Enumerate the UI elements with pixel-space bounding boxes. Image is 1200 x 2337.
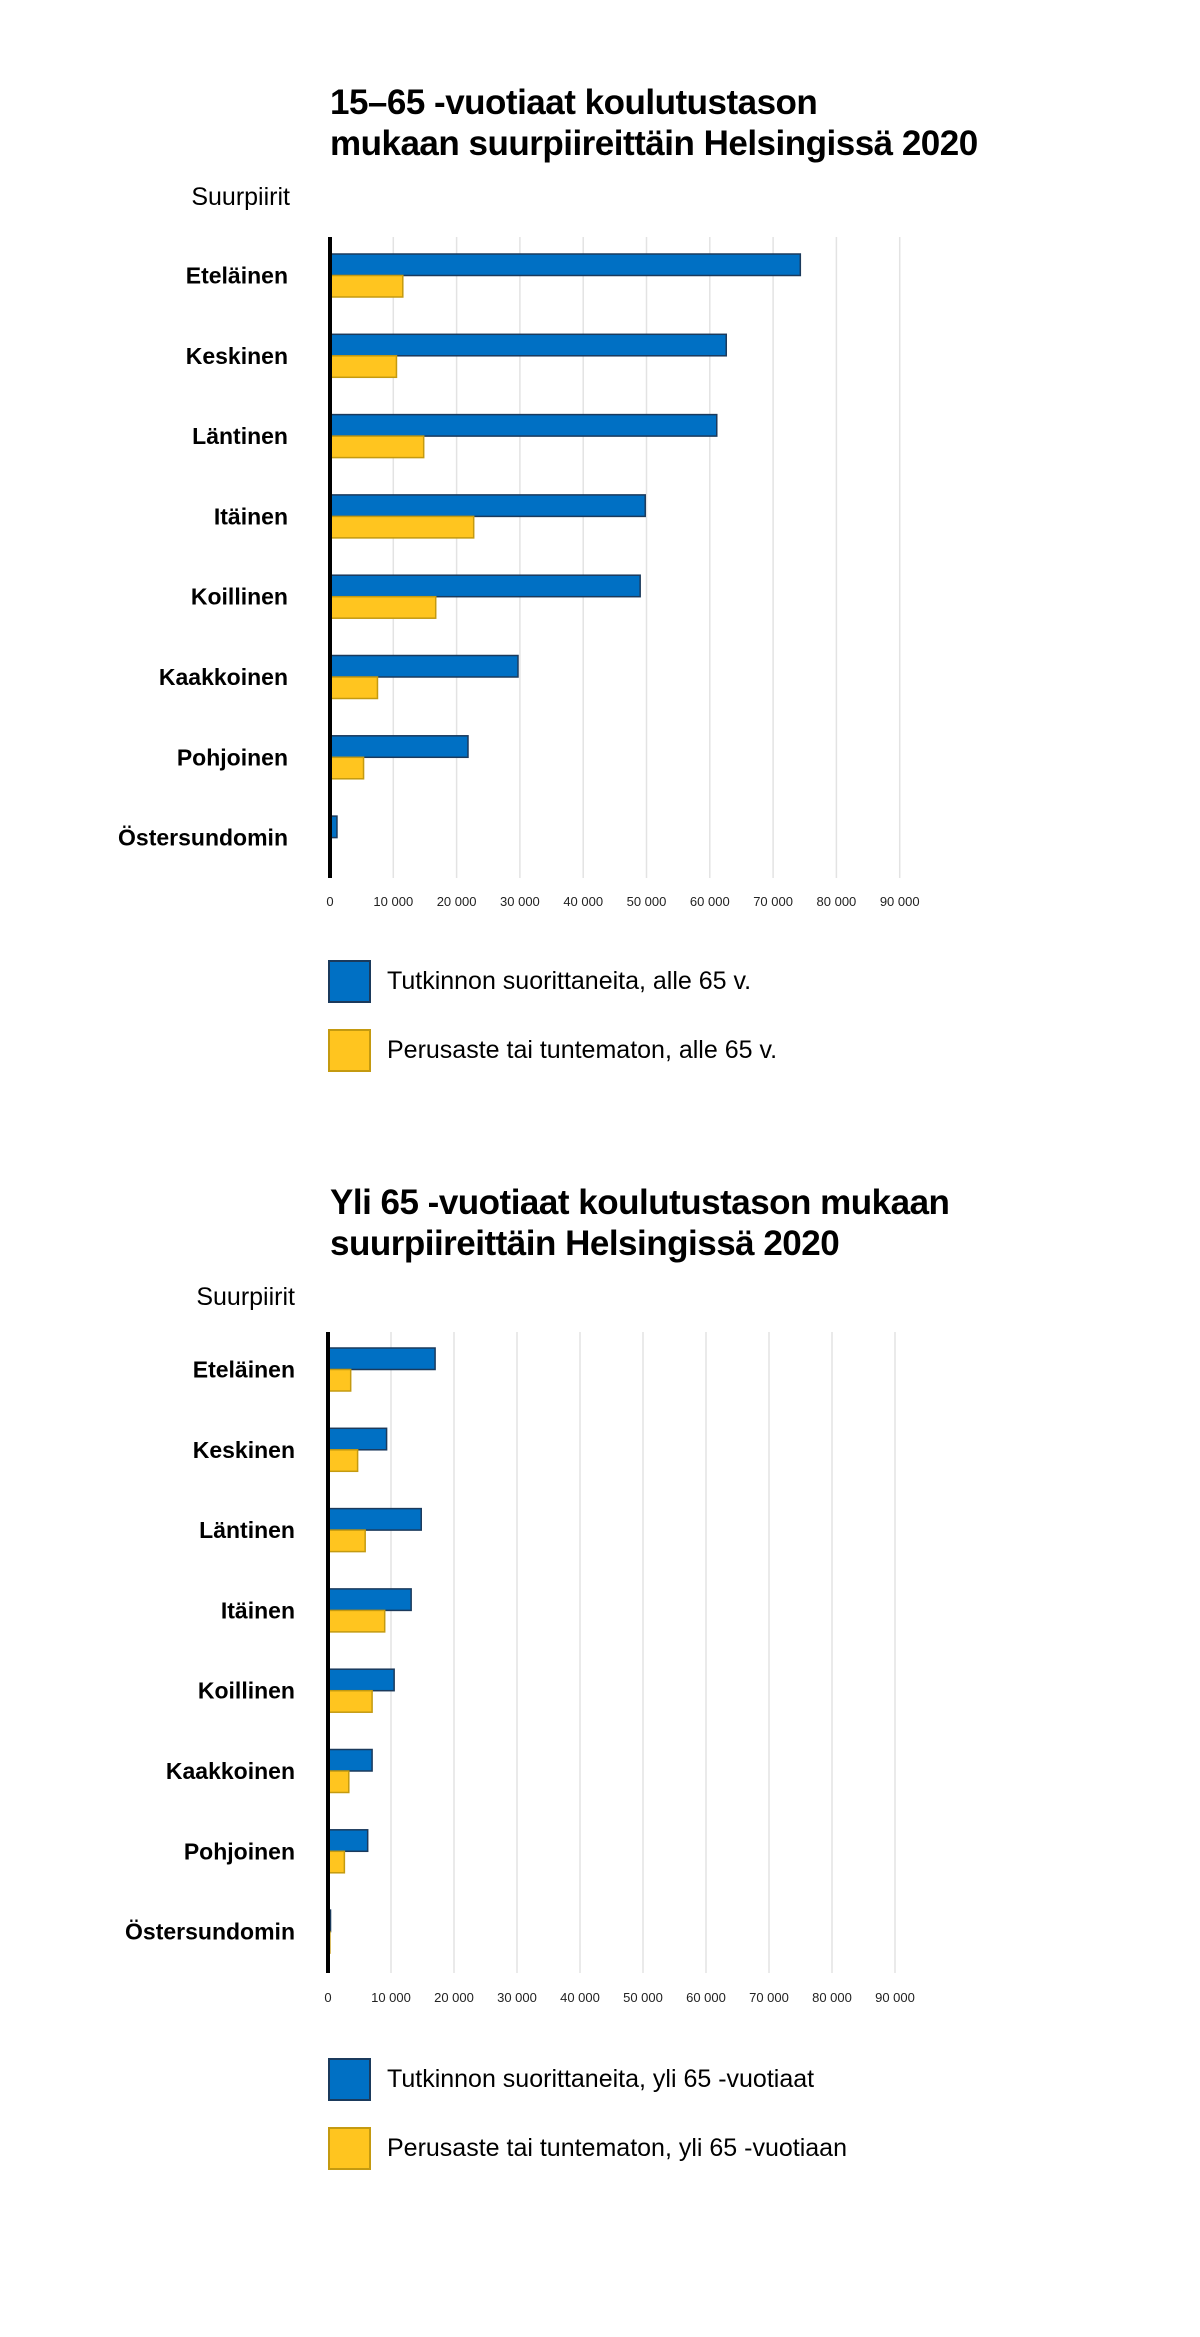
bar-degree	[327, 1668, 395, 1692]
x-tick-label: 40 000	[560, 1990, 600, 2005]
category-label: Koillinen	[198, 1678, 295, 1704]
x-tick-label: 10 000	[371, 1990, 411, 2005]
bar-degree	[327, 1748, 373, 1772]
chart-under-65: 15–65 -vuotiaat koulutustason mukaan suu…	[0, 0, 1200, 1120]
category-label: Itäinen	[214, 503, 288, 529]
bar-basic	[327, 1609, 386, 1633]
x-tick-label: 20 000	[434, 1990, 474, 2005]
bar-basic	[327, 1529, 366, 1553]
legend: Tutkinnon suorittaneita, yli 65 -vuotiaa…	[328, 2057, 847, 2196]
bar-degree	[327, 1588, 412, 1612]
legend-item-degree: Tutkinnon suorittaneita, alle 65 v.	[328, 959, 777, 1003]
bar-basic	[327, 1368, 352, 1392]
category-label: Östersundomin	[118, 825, 288, 851]
x-tick-label: 10 000	[373, 894, 413, 909]
bar-basic	[327, 1770, 350, 1794]
legend-item-basic: Perusaste tai tuntematon, yli 65 -vuotia…	[328, 2126, 847, 2170]
x-tick-label: 0	[324, 1990, 331, 2005]
x-tick-label: 90 000	[880, 894, 920, 909]
x-tick-label: 50 000	[627, 894, 667, 909]
legend-swatch-yellow	[328, 1028, 371, 1072]
category-label: Pohjoinen	[177, 744, 288, 770]
bar-basic	[327, 1850, 346, 1874]
x-tick-label: 70 000	[749, 1990, 789, 2005]
x-tick-label: 60 000	[690, 894, 730, 909]
bar-degree	[327, 1347, 436, 1371]
x-tick-label: 0	[326, 894, 333, 909]
x-tick-label: 50 000	[623, 1990, 663, 2005]
x-tick-label: 90 000	[875, 1990, 915, 2005]
x-tick-label: 40 000	[563, 894, 603, 909]
x-tick-label: 70 000	[753, 894, 793, 909]
y-axis-title: Suurpiirit	[191, 183, 290, 211]
bar-degree	[327, 1427, 388, 1451]
x-tick-label: 60 000	[686, 1990, 726, 2005]
chart-title: Yli 65 -vuotiaat koulutustason mukaan su…	[330, 1183, 950, 1263]
bar-basic	[327, 1689, 373, 1713]
bar-degree	[327, 1829, 369, 1853]
x-tick-label: 80 000	[812, 1990, 852, 2005]
legend-label: Tutkinnon suorittaneita, yli 65 -vuotiaa…	[387, 2064, 815, 2093]
legend-swatch-blue	[328, 959, 371, 1003]
legend-item-basic: Perusaste tai tuntematon, alle 65 v.	[328, 1028, 778, 1072]
legend-label: Perusaste tai tuntematon, alle 65 v.	[387, 1035, 778, 1064]
category-label: Läntinen	[199, 1517, 295, 1543]
chart-title: 15–65 -vuotiaat koulutustason mukaan suu…	[330, 83, 978, 163]
x-tick-label: 20 000	[437, 894, 477, 909]
category-label: Keskinen	[186, 343, 288, 369]
bar-basic	[327, 1449, 359, 1473]
x-tick-label: 30 000	[497, 1990, 537, 2005]
legend-swatch-blue	[328, 2057, 371, 2101]
category-label: Itäinen	[221, 1597, 295, 1623]
legend-item-degree: Tutkinnon suorittaneita, yli 65 -vuotiaa…	[328, 2057, 847, 2101]
category-label: Eteläinen	[193, 1357, 295, 1383]
category-label: Koillinen	[191, 584, 288, 610]
category-label: Keskinen	[193, 1437, 295, 1463]
category-label: Pohjoinen	[184, 1838, 295, 1864]
legend-swatch-yellow	[328, 2126, 371, 2170]
bar-chart-plot: 0 10 000 20 000 30 000 40 000 50 000 60 000 70 …	[118, 237, 920, 909]
category-label: Kaakkoinen	[159, 664, 288, 690]
legend: Tutkinnon suorittaneita, alle 65 v. Peru…	[328, 959, 778, 1098]
x-tick-label: 80 000	[817, 894, 857, 909]
legend-label: Tutkinnon suorittaneita, alle 65 v.	[387, 966, 752, 995]
bar-degree	[327, 1507, 422, 1531]
legend-label: Perusaste tai tuntematon, yli 65 -vuotia…	[387, 2133, 847, 2162]
y-axis-title: Suurpiirit	[196, 1283, 295, 1311]
x-tick-label: 30 000	[500, 894, 540, 909]
category-label: Kaakkoinen	[166, 1758, 295, 1784]
category-label: Eteläinen	[186, 263, 288, 289]
category-label: Östersundomin	[125, 1919, 295, 1945]
category-label: Läntinen	[192, 423, 288, 449]
